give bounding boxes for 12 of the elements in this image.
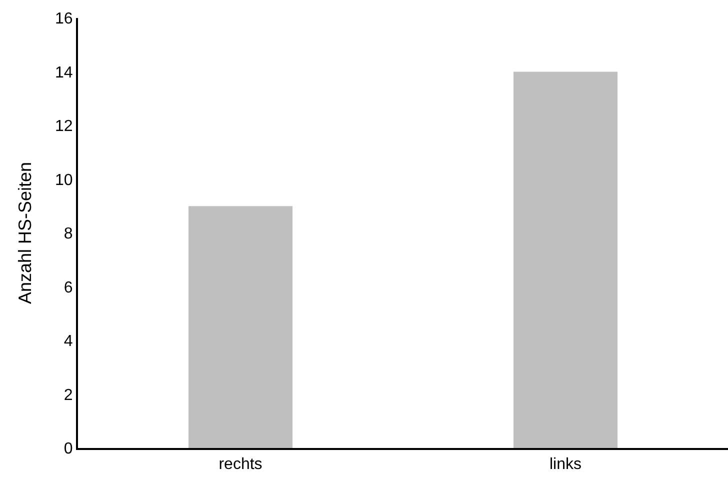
y-tick-label: 16 <box>55 10 73 28</box>
y-tick-label: 14 <box>55 64 73 82</box>
y-tick-label: 8 <box>64 226 73 243</box>
y-axis-title: Anzahl HS-Seiten <box>15 162 35 304</box>
x-tick-label: rechts <box>218 456 262 474</box>
y-tick-label: 12 <box>55 118 73 136</box>
y-tick-label: 6 <box>64 279 73 296</box>
y-tick-label: 2 <box>64 386 73 404</box>
y-tick-label: 4 <box>64 333 73 350</box>
y-tick-label: 10 <box>55 172 73 189</box>
y-tick-label: 0 <box>64 440 73 458</box>
x-tick-label: links <box>549 456 582 474</box>
